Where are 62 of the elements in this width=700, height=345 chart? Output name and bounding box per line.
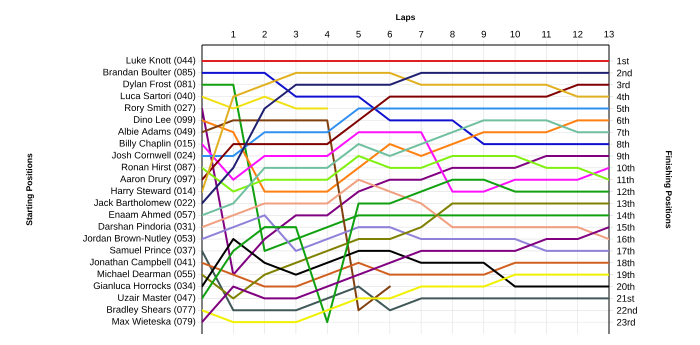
y-tick-label: 14th — [617, 212, 634, 219]
series-label: Jonathan Campbell (041) — [90, 258, 196, 268]
series-label: Uzair Master (047) — [118, 294, 196, 303]
y-tick-label: 16th — [617, 236, 634, 243]
series-label: Luca Sartori (040) — [120, 92, 196, 102]
y-tick-label: 22nd — [616, 306, 637, 314]
series-label: Billy Chaplin (015) — [120, 140, 196, 149]
series-label: Jordan Brown-Nutley (053) — [82, 234, 196, 244]
y-tick-label: 19th — [617, 271, 634, 278]
y-tick-label: 15th — [617, 224, 634, 231]
x-tick-label: 8 — [450, 30, 455, 38]
x-tick-label: 4 — [324, 30, 330, 38]
series-label: Max Wieteska (079) — [112, 318, 196, 327]
series-label: Samuel Prince (037) — [110, 246, 196, 256]
x-tick-label: 6 — [388, 30, 392, 38]
y-tick-label: 5th — [616, 105, 630, 112]
y-tick-label: 8th — [616, 140, 630, 148]
y-tick-label: 17th — [617, 247, 634, 254]
series-label: Aaron Drury (097) — [120, 175, 196, 184]
y-tick-label: 21st — [616, 295, 634, 302]
series-label: Darshan Pindoria (031) — [98, 222, 196, 232]
x-axis-title: Laps — [396, 14, 416, 22]
series-label: Gianluca Horrocks (034) — [94, 282, 196, 291]
y-tick-label: 10th — [617, 164, 634, 172]
y-tick-label: 13th — [617, 200, 634, 207]
y-tick-label: 7th — [617, 128, 630, 136]
y-tick-label: 12th — [617, 188, 634, 196]
x-tick-label: 12 — [573, 30, 582, 38]
y-tick-label: 9th — [616, 152, 630, 160]
x-tick-label: 11 — [542, 30, 551, 38]
y-tick-label: 23rd — [616, 318, 635, 326]
x-tick-label: 7 — [419, 30, 424, 38]
y-tick-label: 20th — [616, 283, 634, 290]
series-label: Luke Knott (044) — [126, 56, 196, 66]
y-tick-label: 4th — [616, 93, 630, 100]
series-label: Rory Smith (027) — [125, 104, 196, 113]
text: Starting Positions — [26, 154, 34, 226]
series-label: Bradley Shears (077) — [107, 306, 196, 315]
series-label: Dylan Frost (081) — [123, 80, 196, 90]
x-tick-label: 13 — [604, 30, 614, 38]
y-tick-label: 11th — [617, 176, 634, 184]
y-tick-label: 18th — [617, 259, 634, 266]
y-tick-label: 3rd — [616, 81, 630, 88]
x-tick-label: 2 — [262, 30, 267, 38]
series-label: Harry Steward (014) — [111, 187, 196, 196]
series-label: Jack Bartholomew (022) — [94, 199, 196, 208]
series-label: Brandan Boulter (085) — [103, 68, 196, 78]
y-tick-label: 6th — [617, 116, 630, 124]
x-tick-label: 5 — [356, 30, 361, 38]
series-label: Enaam Ahmed (057) — [109, 210, 196, 220]
x-tick-label: 3 — [294, 30, 298, 38]
series-label: Michael Dearman (055) — [98, 270, 196, 280]
x-tick-label: 9 — [482, 30, 486, 38]
y-axis-title: Finishing Positions — [664, 151, 672, 228]
series-label: Ronan Hirst (087) — [122, 163, 196, 172]
series-label: Albie Adams (049) — [118, 128, 196, 137]
x-tick-label: 1 — [231, 30, 236, 38]
series-label: Dino Lee (099) — [134, 116, 196, 125]
x-tick-label: 10 — [510, 30, 520, 38]
y-tick-label: 1st — [617, 58, 630, 64]
y-tick-label: 2nd — [616, 69, 632, 76]
series-label: Josh Cornwell (024) — [112, 152, 196, 160]
